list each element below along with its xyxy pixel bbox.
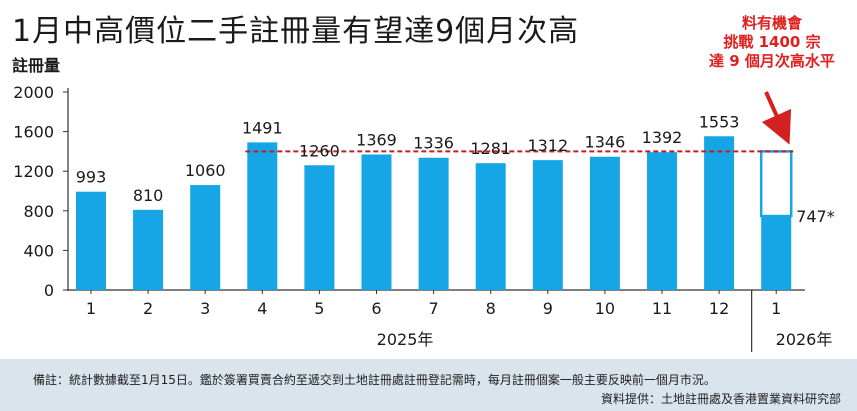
source-credit: 資料提供：土地註冊處及香港置業資料研究部	[600, 392, 841, 406]
x-tick-label: 11	[652, 299, 672, 318]
data-label: 1553	[699, 112, 740, 131]
y-tick-label: 2000	[13, 83, 54, 102]
callout-line-1: 料有機會	[741, 14, 802, 32]
x-tick-label: 7	[429, 299, 439, 318]
x-tick-label: 6	[371, 299, 381, 318]
x-tick-label: 5	[314, 299, 324, 318]
data-label: 1281	[470, 139, 511, 158]
x-tick-label: 1	[86, 299, 96, 318]
bar	[76, 191, 106, 290]
data-label: 1312	[527, 136, 568, 155]
y-tick-label: 800	[23, 202, 54, 221]
x-tick-label: 3	[200, 299, 210, 318]
bar	[247, 142, 278, 290]
callout-line-3: 達 9 個月次高水平	[709, 52, 835, 70]
data-label: 1491	[242, 118, 283, 137]
chart-title: 1月中高價位二手註冊量有望達9個月次高	[12, 14, 580, 49]
data-label: 1260	[299, 141, 340, 160]
data-label: 747*	[796, 207, 835, 226]
bar	[704, 136, 735, 290]
data-label: 1346	[585, 133, 626, 152]
x-tick-label: 10	[595, 299, 615, 318]
data-label: 1369	[356, 130, 397, 149]
data-label: 810	[133, 186, 164, 205]
projection-outline	[759, 150, 793, 218]
y-axis-label: 註冊量	[12, 56, 61, 75]
bar	[304, 165, 335, 290]
x-tick-label: 8	[486, 299, 496, 318]
x-tick-label: 1	[771, 299, 781, 318]
bar	[418, 157, 449, 290]
footnote: 備註：統計數據截至1月15日。鑑於簽署買賣合約至遞交到土地註冊處註冊登記需時，每…	[33, 373, 716, 387]
x-tick-label: 9	[543, 299, 553, 318]
bar	[475, 163, 506, 290]
y-tick-label: 0	[44, 281, 54, 300]
bar	[647, 152, 677, 290]
data-label: 1392	[642, 128, 683, 147]
year-label: 2025年	[377, 330, 434, 349]
bar-chart: 0400800120016002000993810106014911260136…	[13, 83, 835, 352]
bar	[589, 156, 620, 290]
bar	[761, 216, 792, 290]
callout-text: 料有機會 挑戰 1400 宗 達 9 個月次高水平	[686, 14, 857, 71]
bar	[532, 160, 563, 290]
x-tick-label: 4	[257, 299, 267, 318]
y-tick-label: 1200	[13, 162, 54, 181]
data-label: 1336	[413, 134, 454, 153]
y-tick-label: 400	[23, 241, 54, 260]
footer: 備註：統計數據截至1月15日。鑑於簽署買賣合約至遞交到土地註冊處註冊登記需時，每…	[0, 359, 857, 411]
bar	[133, 209, 164, 290]
data-label: 1060	[185, 161, 226, 180]
callout-line-2: 挑戰 1400 宗	[723, 33, 821, 51]
y-tick-label: 1600	[13, 123, 54, 142]
x-tick-label: 2	[143, 299, 153, 318]
year-label: 2026年	[776, 330, 833, 349]
x-tick-label: 12	[709, 299, 729, 318]
data-label: 993	[76, 168, 107, 187]
bar	[361, 154, 392, 290]
callout-arrow	[761, 91, 792, 145]
bar	[190, 185, 221, 290]
